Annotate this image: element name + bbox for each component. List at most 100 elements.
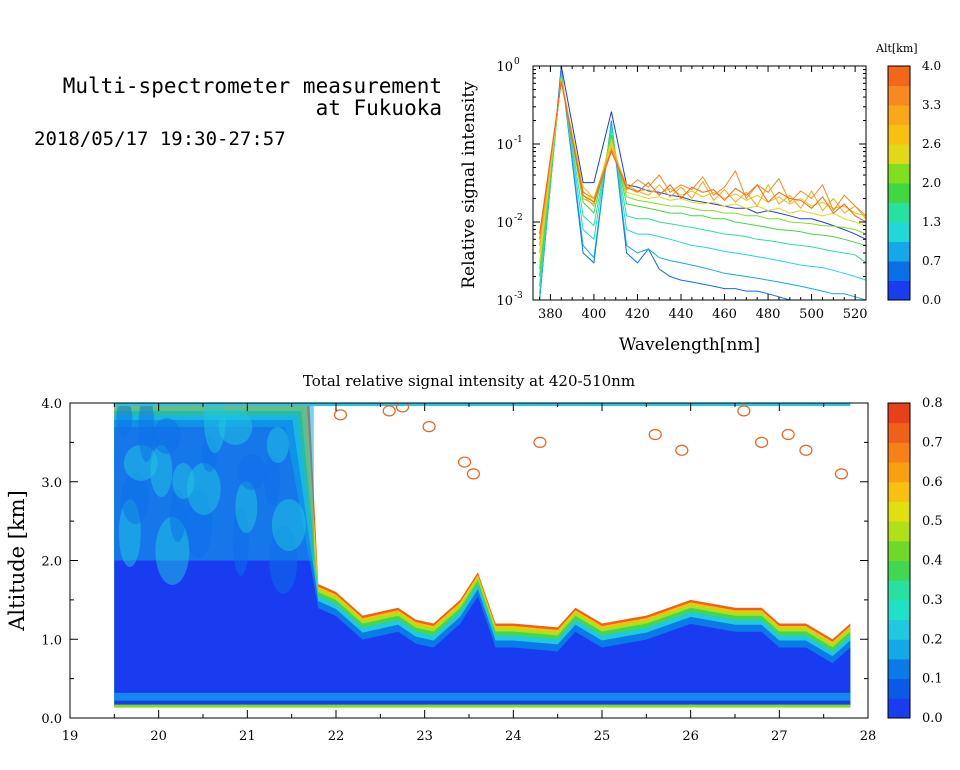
heatmap-colorbar-segment xyxy=(888,501,910,522)
heatmap-surface-line xyxy=(114,704,851,708)
spectrum-series-line-3 xyxy=(539,73,866,294)
spectrum-y-axis-label: Relative signal intensity xyxy=(459,81,479,289)
heatmap-colorbar-label: 0.6 xyxy=(922,475,943,490)
heatmap-aloft-patch xyxy=(266,427,289,463)
spectrum-colorbar-segment xyxy=(888,222,910,242)
heatmap-colorbar-label: 0.7 xyxy=(922,435,943,450)
heatmap-colorbar-segment xyxy=(888,580,910,601)
heatmap-colorbar-segment xyxy=(888,619,910,640)
heatmap-aloft-patch xyxy=(186,463,221,515)
heatmap-colorbar-segment xyxy=(888,540,910,561)
spectrum-x-tick-label: 400 xyxy=(582,307,607,322)
heatmap-colorbar-label: 0.8 xyxy=(922,396,943,411)
heatmap-colorbar-segment xyxy=(888,403,910,424)
spectrum-series-line-0 xyxy=(539,66,866,300)
spectrum-colorbar-title: Alt[km] xyxy=(875,42,918,55)
spectrum-y-tick-label: 10 xyxy=(496,138,513,153)
heatmap-x-tick-label: 23 xyxy=(416,729,433,744)
heatmap-y-tick-label: 2.0 xyxy=(41,555,62,570)
spectrum-y-tick-exponent: -3 xyxy=(514,291,523,301)
heatmap-x-tick-label: 28 xyxy=(860,729,877,744)
heatmap-colorbar-segment xyxy=(888,658,910,680)
spectrum-colorbar-segment xyxy=(888,261,910,281)
spectrum-colorbar-segment xyxy=(888,85,910,106)
spectrum-colorbar-segment xyxy=(888,66,910,86)
spectrum-y-tick-label: 10 xyxy=(496,60,513,75)
heatmap-colorbar-segment xyxy=(888,462,910,483)
spectrum-colorbar-segment xyxy=(888,202,910,223)
heatmap-cloud-speckle xyxy=(457,456,472,468)
spectrum-colorbar-label: 1.3 xyxy=(922,215,941,229)
heatmap-cloud-speckle xyxy=(422,421,436,433)
heatmap-colorbar-segment xyxy=(888,698,910,719)
spectrum-x-tick-label: 520 xyxy=(843,307,868,322)
spectrum-colorbar-frame xyxy=(887,65,911,301)
heatmap-aloft-patch xyxy=(138,403,155,462)
heatmap-y-tick-label: 0.0 xyxy=(41,712,62,727)
heatmap-cloud-speckle xyxy=(754,436,769,448)
heatmap-y-tick-label: 3.0 xyxy=(41,476,62,491)
spectrum-x-axis-label: Wavelength[nm] xyxy=(619,335,760,355)
heatmap-title: Total relative signal intensity at 420-5… xyxy=(303,372,635,390)
spectrum-colorbar-label: 2.6 xyxy=(922,137,941,151)
spectrum-y-tick-label: 10 xyxy=(496,294,513,309)
title-line-2: at Fukuoka xyxy=(315,96,442,120)
spectrum-x-tick-label: 380 xyxy=(538,307,563,322)
heatmap-colorbar-label: 0.0 xyxy=(922,711,943,726)
spectrum-colorbar-segment xyxy=(888,105,910,125)
heatmap-aloft-patch xyxy=(218,409,253,445)
heatmap-fill-group xyxy=(114,403,851,708)
spectrum-colorbar-segment xyxy=(888,183,910,203)
heatmap-colorbar-segment xyxy=(888,422,910,443)
heatmap-y-tick-label: 4.0 xyxy=(41,397,62,412)
spectrum-colorbar-label: 2.0 xyxy=(922,176,941,190)
spectrum-colorbar-segment xyxy=(888,241,910,262)
heatmap-surface-band xyxy=(114,692,851,701)
heatmap-aloft-patch xyxy=(121,472,150,524)
spectrum-colorbar-segment xyxy=(888,124,910,145)
heatmap-aloft-patch xyxy=(169,490,186,542)
spectrum-x-tick-label: 440 xyxy=(669,307,694,322)
spectrum-series-line-11 xyxy=(539,82,866,235)
heatmap-x-tick-label: 20 xyxy=(150,729,167,744)
spectrum-y-tick-exponent: -1 xyxy=(514,135,523,145)
spectrum-series-line-4 xyxy=(539,75,866,287)
spectrum-series-group xyxy=(539,66,866,300)
heatmap-cloud-speckle xyxy=(333,409,348,421)
spectrum-colorbar-segment xyxy=(888,144,910,164)
heatmap-cloud-speckle xyxy=(466,468,481,480)
spectrum-colorbar-label: 0.7 xyxy=(922,254,941,268)
heatmap-colorbar-segment xyxy=(888,442,910,463)
heatmap-aloft-patch xyxy=(172,463,195,499)
heatmap-colorbar-label: 0.5 xyxy=(922,514,943,529)
spectrum-x-tick-label: 460 xyxy=(712,307,737,322)
spectrum-x-tick-label: 480 xyxy=(756,307,781,322)
heatmap-y-axis-label: Altitude [km] xyxy=(5,490,29,632)
spectrum-colorbar-label: 0.0 xyxy=(922,293,941,307)
heatmap-colorbar-label: 0.3 xyxy=(922,593,943,608)
spectrum-plot-frame xyxy=(532,65,867,301)
heatmap-colorbar-segment xyxy=(888,599,910,621)
heatmap-cloud-speckle xyxy=(648,428,662,441)
spectrum-colorbar-label: 3.3 xyxy=(922,98,941,112)
heatmap-colorbar-segment xyxy=(888,678,910,699)
spectrum-y-tick-exponent: -2 xyxy=(514,213,523,223)
heatmap-colorbar-segment xyxy=(888,639,910,660)
spectrum-x-tick-label: 420 xyxy=(625,307,650,322)
heatmap-y-tick-label: 1.0 xyxy=(41,633,62,648)
heatmap-aloft-patch xyxy=(203,403,226,453)
heatmap-colorbar-label: 0.2 xyxy=(922,632,943,647)
heatmap-colorbar-segment xyxy=(888,481,910,502)
heatmap-colorbar-label: 0.4 xyxy=(922,554,943,569)
heatmap-shell-5 xyxy=(114,427,851,707)
heatmap-cloud-speckle xyxy=(382,405,396,417)
spectrum-y-tick-exponent: 0 xyxy=(514,57,520,67)
heatmap-cloud-speckle xyxy=(781,428,795,441)
spectrum-x-tick-label: 500 xyxy=(799,307,824,322)
title-line-1: Multi-spectrometer measurement xyxy=(62,74,442,98)
heatmap-x-tick-label: 22 xyxy=(328,729,345,744)
heatmap-colorbar-segment xyxy=(888,521,910,542)
heatmap-x-tick-label: 25 xyxy=(594,729,611,744)
heatmap-aloft-patch xyxy=(116,403,133,436)
